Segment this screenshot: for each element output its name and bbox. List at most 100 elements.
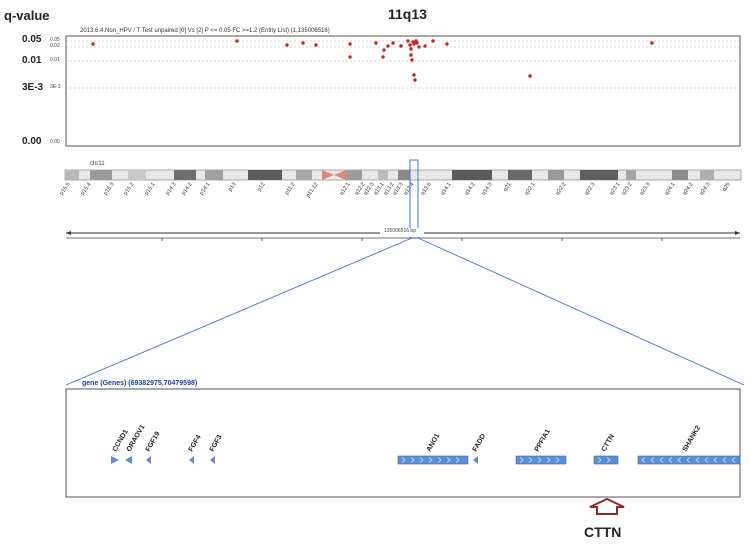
band-label: p15.5 [59,182,72,197]
band-label: p12 [256,182,266,193]
y-tick-label: 0.05 [22,34,42,45]
gene-glyph [111,456,119,464]
strand-arrow [528,457,533,463]
band-label: q14.1 [440,182,453,197]
qvalue-point [301,41,305,45]
strand-arrow [546,457,551,463]
qvalue-points [91,39,654,82]
y-tick-label: 3E-3 [22,82,44,93]
band-label: p15.4 [80,182,93,197]
qvalue-plot-frame [65,35,741,147]
strand-arrow [437,457,442,463]
highlight-gene-label: CTTN [584,524,622,540]
qvalue-point [409,53,413,57]
qvalue-point [650,41,654,45]
band-label: q14.3 [481,182,494,197]
qvalue-point [415,41,419,45]
strand-arrow [401,457,406,463]
qvalue-point [91,42,95,46]
strand-arrow [722,457,727,463]
band-label: q13.5 [420,182,433,197]
strand-arrow [519,457,524,463]
qvalue-point [406,39,410,43]
band-label: q24.1 [664,182,677,197]
strand-arrow [428,457,433,463]
band-label: p11.12 [305,182,319,199]
strand-arrow [410,457,415,463]
inner-y-tick: 0.02 [50,43,60,49]
strand-arrow [606,457,611,463]
genome-ruler [66,228,740,241]
band-label: p11.2 [284,182,297,196]
genes-panel-title: gene (Genes) (69382975,70479598) [82,380,198,387]
strand-arrow [704,457,709,463]
band-label: p14.3 [165,182,178,197]
gene-body [593,455,619,465]
strand-arrow [713,457,718,463]
band-label: p15.3 [103,182,116,197]
chromosome-name: chr11 [90,161,105,167]
strand-arrow [650,457,655,463]
zoom-line-right [417,237,745,386]
cttn-highlight-arrow [589,497,625,515]
band-label: q12.1 [339,182,352,197]
gene-glyph [125,456,132,464]
band-labels: p15.5 p15.4 p15.3 p15.2 p15.1 p14.3 p14.2 p14.1… [59,182,732,199]
qvalue-point [374,41,378,45]
inner-y-tick: 0.01 [50,57,60,63]
band-label: q22.2 [555,182,568,197]
y-tick-label: 0.00 [22,136,42,147]
region-title: 11q13 [388,6,427,22]
chromosome-length: 135006516 bp [384,228,416,234]
qvalue-point [381,55,385,59]
strand-arrow [641,457,646,463]
band-label: p14.1 [199,182,212,197]
qvalue-point [413,78,417,82]
band-label: q21 [502,182,512,193]
band-label: q23.2 [621,182,634,197]
strand-arrow [446,457,451,463]
band-label: q22.1 [524,182,537,197]
qvalue-point [382,48,386,52]
strand-arrow [659,457,664,463]
qvalue-point [386,44,390,48]
band-label: p15.1 [144,182,157,197]
plot-subtitle: 2013.6.4.Non_HPV / T Test unpaired [0] V… [80,28,330,34]
genes-panel-frame [65,388,741,498]
band-label: q24.3 [699,182,712,197]
chromosome-ideogram [64,169,742,181]
qvalue-point [528,74,532,78]
strand-arrow [455,457,460,463]
gene-glyph [210,456,215,464]
gene-glyph [189,456,194,464]
band-label: p13 [227,182,237,193]
strand-arrow [668,457,673,463]
qvalue-point [348,55,352,59]
gene-glyph [146,456,151,464]
y-axis-title: q-value [4,8,50,23]
qvalue-point [235,39,239,43]
band-label: p14.2 [181,182,194,197]
qvalue-point [410,58,414,62]
band-label: q14.2 [464,182,477,197]
inner-y-tick: 0.05 [50,37,60,43]
gene-body [397,455,469,465]
band-label: q25 [721,182,731,193]
qvalue-point [399,44,403,48]
strand-arrow [731,457,736,463]
qvalue-point [409,47,413,51]
band-label: q23.3 [639,182,652,197]
gene-glyph [473,456,478,464]
qvalue-point [314,43,318,47]
strand-arrow [555,457,560,463]
zoom-line-left [65,237,413,386]
qvalue-point [423,44,427,48]
qvalue-point [285,43,289,47]
band-label: q22.3 [584,182,597,197]
qvalue-point [412,73,416,77]
gene-body [637,455,741,465]
strand-arrow [677,457,682,463]
strand-arrow [686,457,691,463]
band-label: q13.4 [403,182,416,197]
